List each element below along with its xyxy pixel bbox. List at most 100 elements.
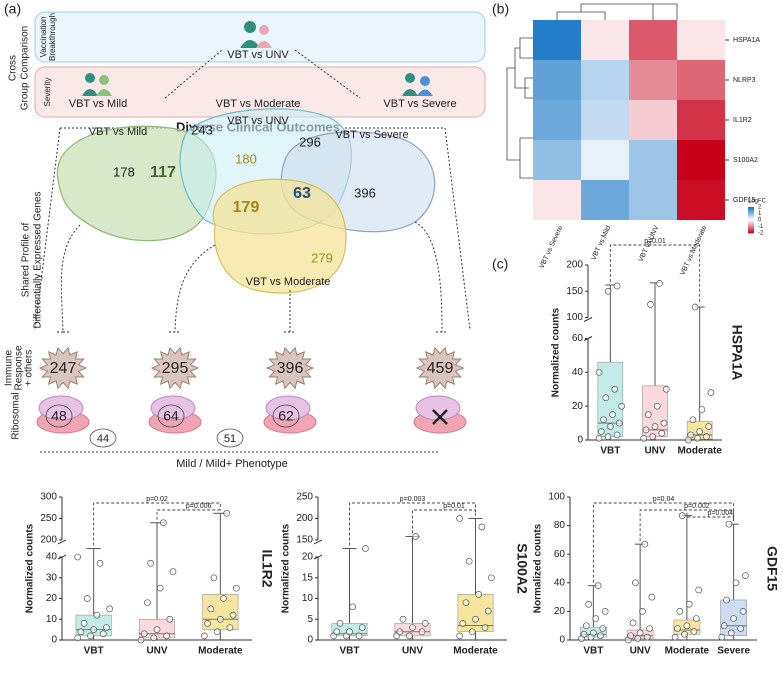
x-tick-label: UNV xyxy=(402,646,423,657)
data-point xyxy=(472,615,479,623)
data-point xyxy=(634,635,642,642)
venn-set-label: VBT vs UNV xyxy=(227,115,289,127)
comparison-label: VBT vs Mild xyxy=(69,98,127,110)
x-tick-label: VBT xyxy=(84,646,104,657)
p-value: p=0.01 xyxy=(443,503,465,510)
data-point xyxy=(627,632,635,640)
y-tick-label: 300 xyxy=(40,492,57,503)
data-point xyxy=(468,628,476,636)
legend-tick-label: 1 xyxy=(758,211,762,217)
p-value: p=0.04 xyxy=(653,496,675,503)
data-point xyxy=(358,624,366,631)
immune-label: Response xyxy=(14,345,25,390)
p-value: p=0.02 xyxy=(146,496,168,503)
data-point xyxy=(685,600,693,608)
data-point xyxy=(488,574,495,582)
y-tick-label: 10 xyxy=(302,593,314,604)
immune-count: 295 xyxy=(162,360,189,377)
data-point xyxy=(730,615,737,622)
data-point xyxy=(604,287,612,295)
data-point xyxy=(691,303,699,311)
heat-cell xyxy=(629,180,677,220)
x-tick-label: VBT xyxy=(600,446,620,457)
heat-cell xyxy=(629,60,677,100)
data-point xyxy=(80,620,88,627)
legend-swatch xyxy=(748,221,754,223)
data-point xyxy=(648,593,656,601)
data-point xyxy=(459,620,467,627)
legend-tick-label: -2 xyxy=(758,231,764,237)
data-point xyxy=(597,428,605,435)
shared-ring xyxy=(89,428,117,448)
y-tick-label: 150 xyxy=(566,286,583,297)
data-point xyxy=(99,630,107,638)
data-point xyxy=(660,419,668,427)
box-chart: 0 20 40 60 80 100 Normalized counts GDF15 VBT UNV… xyxy=(533,492,781,657)
data-point xyxy=(475,591,483,598)
y-tick-label: 40 xyxy=(46,552,58,563)
data-point xyxy=(707,389,715,396)
data-point xyxy=(421,620,429,627)
data-point xyxy=(223,509,231,517)
immune-cell xyxy=(150,346,200,390)
venn-set-label: VBT vs Severe xyxy=(335,129,408,141)
y-tick-label: 80 xyxy=(554,520,566,531)
data-point xyxy=(462,599,470,607)
column-label: VBT vs Moderate xyxy=(679,225,708,277)
venn-count: 296 xyxy=(299,134,321,149)
row-label: HSPA1A xyxy=(733,37,760,44)
immune-count: 396 xyxy=(277,360,304,377)
data-point xyxy=(705,423,713,430)
data-point xyxy=(160,519,167,527)
data-point xyxy=(653,402,661,410)
y-tick-label: 250 xyxy=(40,513,57,524)
connector-lines xyxy=(34,49,471,331)
heat-cell xyxy=(581,140,629,180)
venn-count: 117 xyxy=(150,164,176,181)
severity-label: Severity xyxy=(43,78,52,107)
significance-bracket xyxy=(412,509,476,534)
x-tick-label: UNV xyxy=(630,646,651,657)
data-point xyxy=(694,434,701,442)
data-point xyxy=(594,582,602,590)
heat-cell xyxy=(677,140,725,180)
venn-set-label: VBT vs Moderate xyxy=(246,276,331,288)
heat-cell xyxy=(533,180,581,220)
y-tick-label: 60 xyxy=(554,549,566,560)
data-point xyxy=(742,572,749,580)
y-tick-label: 20 xyxy=(302,552,314,563)
legend-swatch xyxy=(748,222,754,225)
p-value: p=0.006 xyxy=(186,503,212,510)
significance-bracket xyxy=(609,244,701,304)
immune-count: 459 xyxy=(427,360,454,377)
data-point xyxy=(399,615,407,623)
data-point xyxy=(601,608,609,615)
data-point xyxy=(647,301,654,308)
legend-swatch xyxy=(748,209,754,212)
heat-cell xyxy=(629,20,677,60)
data-point xyxy=(409,624,416,631)
data-point xyxy=(687,431,695,439)
data-point xyxy=(615,419,623,427)
y-tick-label: 150 xyxy=(296,535,313,546)
data-point xyxy=(87,632,94,640)
people-icons xyxy=(82,21,433,96)
data-point xyxy=(232,584,240,592)
ribosome-ring xyxy=(272,404,300,428)
y-tick-label: 30 xyxy=(46,572,58,583)
x-tick-label: UNV xyxy=(146,646,167,657)
data-point xyxy=(216,615,224,623)
x-tick-label: Moderate xyxy=(453,646,498,657)
x-tick-label: VBT xyxy=(340,646,360,657)
shared-ring xyxy=(216,428,244,448)
comparison-label: VBT vs UNV xyxy=(227,49,289,61)
data-point xyxy=(355,632,363,640)
legend-swatch xyxy=(748,220,754,222)
venn-count: 396 xyxy=(354,185,376,200)
venn-count: 178 xyxy=(113,164,135,179)
data-point xyxy=(636,629,644,637)
data-point xyxy=(613,282,621,290)
legend-swatch xyxy=(748,214,754,217)
legend-tick-label: 2 xyxy=(758,205,762,211)
heat-cell xyxy=(677,20,725,60)
